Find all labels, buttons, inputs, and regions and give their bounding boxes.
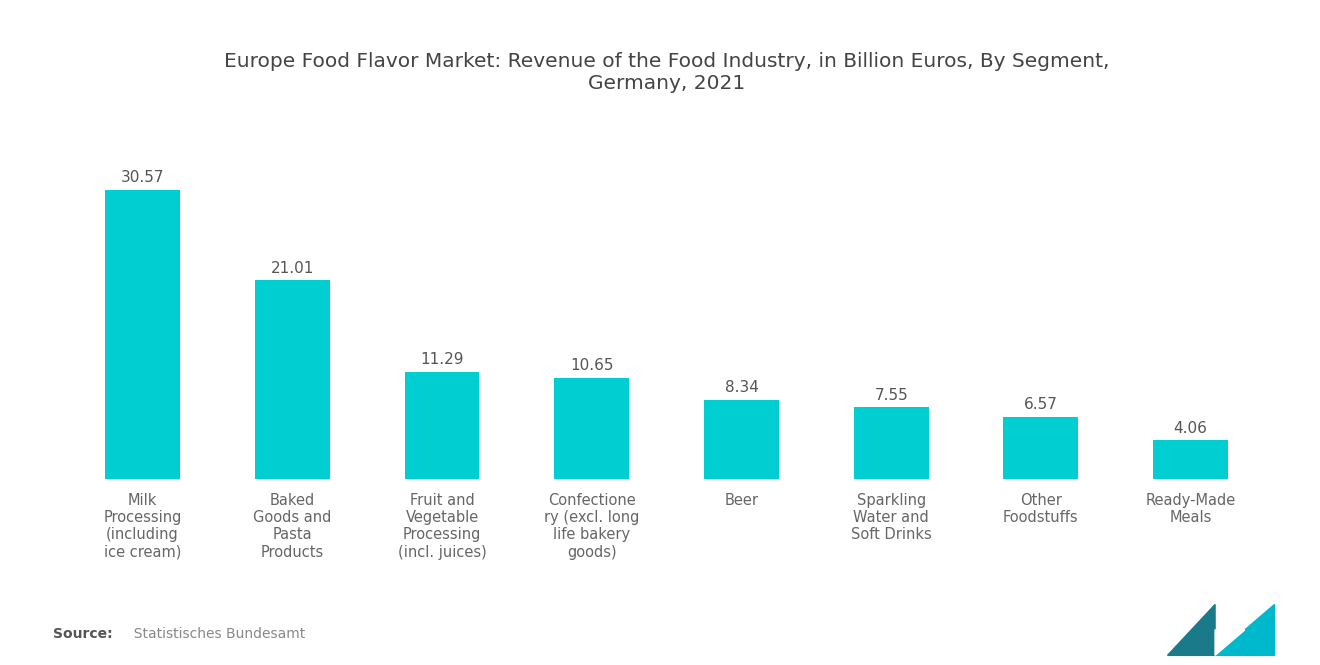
- Polygon shape: [1214, 604, 1274, 656]
- Text: 8.34: 8.34: [725, 380, 759, 395]
- Text: 21.01: 21.01: [271, 261, 314, 275]
- Bar: [704, 400, 779, 479]
- Title: Europe Food Flavor Market: Revenue of the Food Industry, in Billion Euros, By Se: Europe Food Flavor Market: Revenue of th…: [224, 52, 1109, 93]
- Bar: [405, 372, 479, 479]
- Polygon shape: [1167, 604, 1214, 656]
- Bar: [554, 378, 630, 479]
- Text: 11.29: 11.29: [420, 352, 463, 367]
- Bar: [106, 190, 180, 479]
- Text: 10.65: 10.65: [570, 358, 614, 374]
- Text: 4.06: 4.06: [1173, 421, 1208, 436]
- Text: Statistisches Bundesamt: Statistisches Bundesamt: [125, 627, 306, 642]
- Bar: [854, 408, 928, 479]
- Text: 30.57: 30.57: [121, 170, 165, 185]
- Text: 7.55: 7.55: [874, 388, 908, 403]
- Bar: [1003, 417, 1078, 479]
- Polygon shape: [1214, 630, 1245, 656]
- Text: Source:: Source:: [53, 627, 112, 642]
- Text: 6.57: 6.57: [1024, 397, 1057, 412]
- Bar: [255, 280, 330, 479]
- Bar: [1154, 440, 1228, 479]
